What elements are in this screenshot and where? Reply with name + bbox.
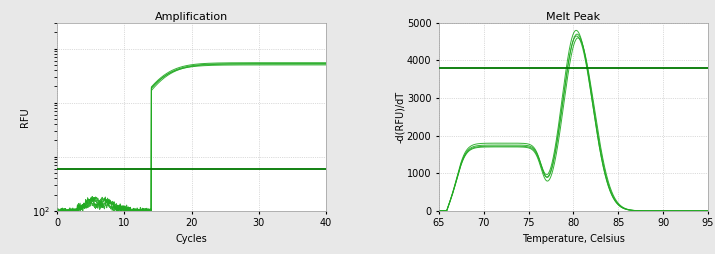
Y-axis label: -d(RFU)/dT: -d(RFU)/dT <box>395 91 405 143</box>
Y-axis label: RFU: RFU <box>20 107 30 127</box>
X-axis label: Temperature, Celsius: Temperature, Celsius <box>522 234 625 244</box>
Title: Amplification: Amplification <box>155 12 228 22</box>
X-axis label: Cycles: Cycles <box>176 234 207 244</box>
Title: Melt Peak: Melt Peak <box>546 12 601 22</box>
